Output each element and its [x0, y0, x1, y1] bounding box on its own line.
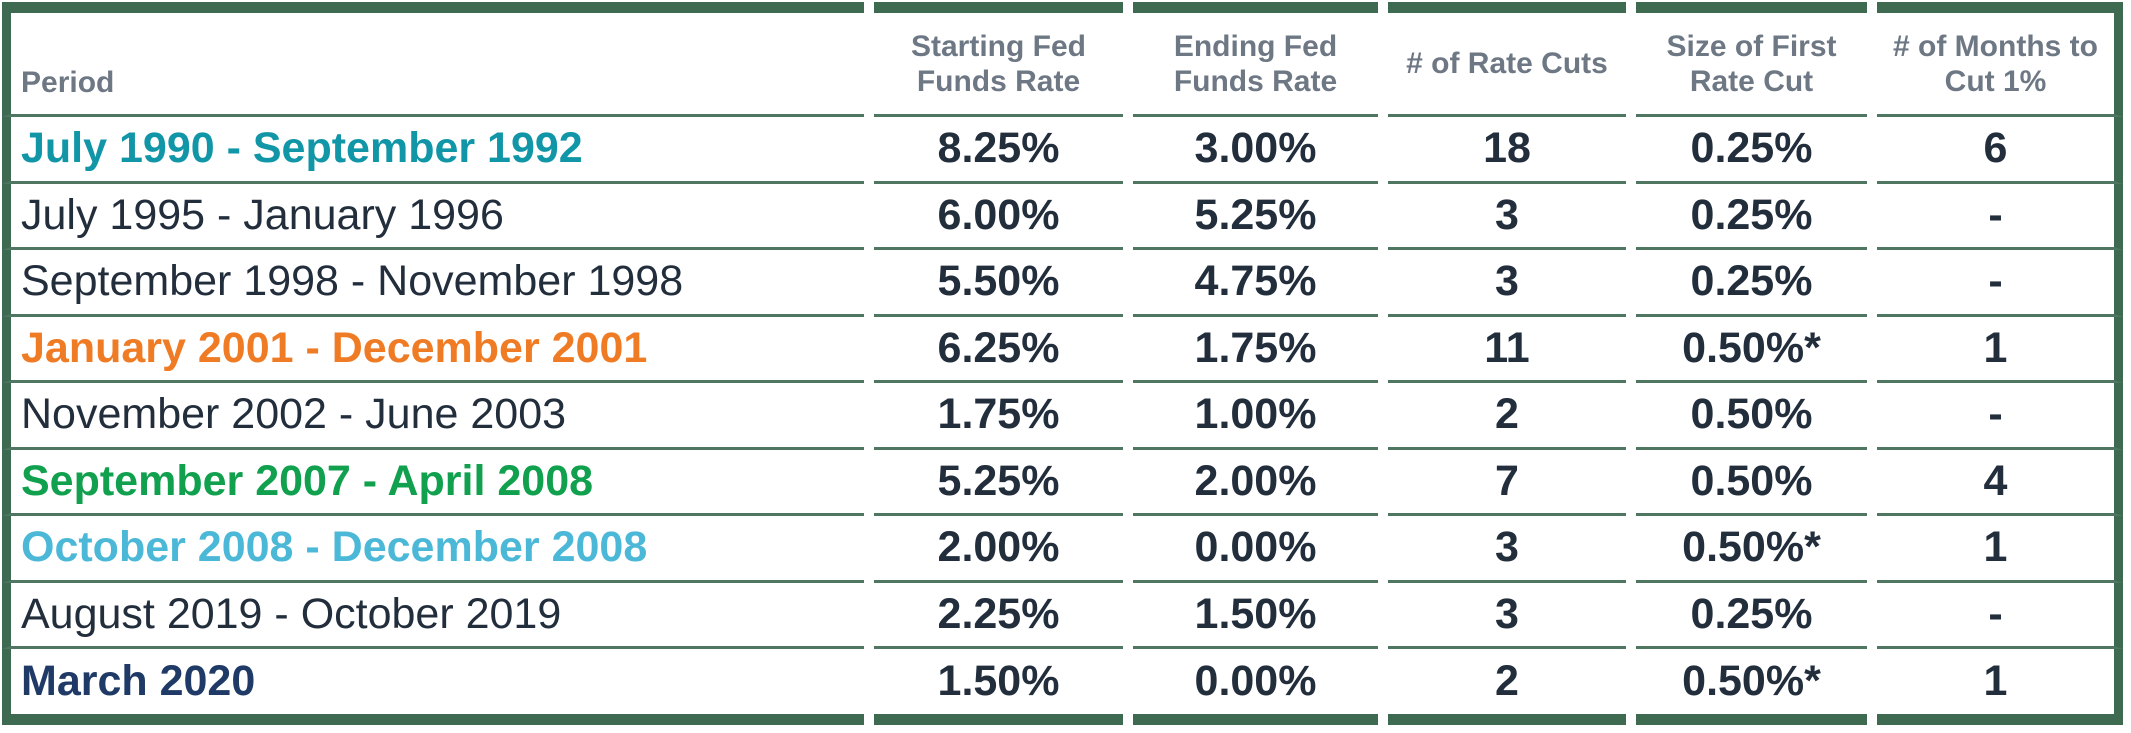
first-cut-size-cell: 0.50%* — [1636, 516, 1867, 583]
period-label: July 1995 - January 1996 — [21, 190, 504, 239]
column-header-rate-cuts: # of Rate Cuts — [1388, 2, 1626, 117]
months-to-cut-cell: 4 — [1877, 449, 2123, 516]
column-header-label: Funds Rate — [1173, 64, 1338, 98]
ending-rate-cell: 1.75% — [1133, 317, 1378, 383]
period-cell: March 2020 — [2, 649, 864, 725]
months-to-cut-cell: 6 — [1877, 117, 2123, 184]
first-cut-size-cell: 0.25% — [1636, 184, 1867, 250]
period-label: March 2020 — [21, 657, 256, 705]
column-header-label: # of Rate Cuts — [1406, 47, 1608, 80]
rate-cuts-cell: 7 — [1388, 450, 1626, 516]
column-header-label: Size of First — [1666, 29, 1837, 63]
rate-cuts-cell: 2 — [1388, 649, 1626, 725]
ending-rate-cell: 4.75% — [1133, 250, 1378, 317]
period-label: January 2001 - December 2001 — [21, 323, 648, 372]
months-to-cut-cell: - — [1877, 383, 2123, 450]
ending-rate-cell: 3.00% — [1133, 117, 1378, 184]
rate-cuts-cell: 3 — [1388, 184, 1626, 250]
column-header-label: Starting Fed — [910, 29, 1086, 63]
first-cut-size-cell: 0.50% — [1636, 450, 1867, 516]
period-cell: September 1998 - November 1998 — [2, 250, 864, 317]
first-cut-size-cell: 0.50%* — [1636, 317, 1867, 383]
first-cut-size-cell: 0.50%* — [1636, 649, 1867, 725]
period-label: October 2008 - December 2008 — [21, 523, 648, 572]
first-cut-size-cell: 0.50% — [1636, 383, 1867, 450]
ending-rate-cell: 1.50% — [1133, 583, 1378, 649]
starting-rate-cell: 5.50% — [874, 250, 1123, 317]
column-header-label: Period — [21, 66, 115, 99]
starting-rate-cell: 2.25% — [874, 583, 1123, 649]
ending-rate-cell: 0.00% — [1133, 649, 1378, 725]
period-label: July 1990 - September 1992 — [21, 124, 583, 173]
column-header-label: Rate Cut — [1689, 64, 1814, 98]
column-header-label: Cut 1% — [1944, 64, 2047, 98]
rate-cuts-cell: 11 — [1388, 317, 1626, 383]
ending-rate-cell: 0.00% — [1133, 516, 1378, 583]
period-label: September 2007 - April 2008 — [21, 456, 594, 505]
period-cell: July 1995 - January 1996 — [2, 183, 864, 250]
starting-rate-cell: 1.75% — [874, 383, 1123, 450]
column-header-label: Funds Rate — [916, 64, 1081, 98]
first-cut-size-cell: 0.25% — [1636, 583, 1867, 649]
rate-cuts-cell: 2 — [1388, 383, 1626, 450]
starting-rate-cell: 6.25% — [874, 317, 1123, 383]
rate-cuts-cell: 3 — [1388, 250, 1626, 317]
starting-rate-cell: 5.25% — [874, 450, 1123, 516]
ending-rate-cell: 5.25% — [1133, 184, 1378, 250]
column-header-ending-rate: Ending Fed Funds Rate — [1133, 2, 1378, 117]
period-label: November 2002 - June 2003 — [21, 390, 567, 439]
period-cell: July 1990 - September 1992 — [2, 117, 864, 184]
period-cell: August 2019 - October 2019 — [2, 582, 864, 649]
first-cut-size-cell: 0.25% — [1636, 117, 1867, 184]
first-cut-size-cell: 0.25% — [1636, 250, 1867, 317]
ending-rate-cell: 2.00% — [1133, 450, 1378, 516]
period-label: August 2019 - October 2019 — [21, 589, 562, 638]
period-cell: November 2002 - June 2003 — [2, 383, 864, 450]
starting-rate-cell: 2.00% — [874, 516, 1123, 583]
months-to-cut-cell: 1 — [1877, 316, 2123, 383]
rate-cuts-cell: 18 — [1388, 117, 1626, 184]
column-header-starting-rate: Starting Fed Funds Rate — [874, 2, 1123, 117]
rate-cuts-cell: 3 — [1388, 516, 1626, 583]
column-header-label: # of Months to — [1893, 29, 2098, 63]
column-header-period: Period — [2, 2, 864, 117]
period-cell: September 2007 - April 2008 — [2, 449, 864, 516]
period-cell: January 2001 - December 2001 — [2, 316, 864, 383]
months-to-cut-cell: - — [1877, 250, 2123, 317]
starting-rate-cell: 6.00% — [874, 184, 1123, 250]
column-header-label: Ending Fed — [1173, 29, 1338, 63]
starting-rate-cell: 8.25% — [874, 117, 1123, 184]
ending-rate-cell: 1.00% — [1133, 383, 1378, 450]
period-cell: October 2008 - December 2008 — [2, 516, 864, 583]
months-to-cut-cell: - — [1877, 582, 2123, 649]
months-to-cut-cell: 1 — [1877, 649, 2123, 725]
starting-rate-cell: 1.50% — [874, 649, 1123, 725]
column-header-first-cut-size: Size of First Rate Cut — [1636, 2, 1867, 117]
period-label: September 1998 - November 1998 — [21, 257, 684, 306]
rate-cuts-cell: 3 — [1388, 583, 1626, 649]
months-to-cut-cell: - — [1877, 183, 2123, 250]
months-to-cut-cell: 1 — [1877, 516, 2123, 583]
column-header-months-to-cut: # of Months to Cut 1% — [1877, 2, 2123, 117]
